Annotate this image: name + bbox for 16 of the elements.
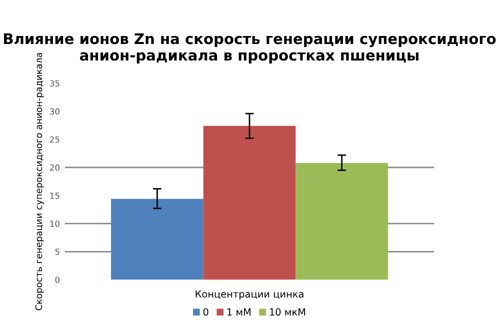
y-axis-title: Скорость генерации супероксидного анион-радикала [35,53,44,310]
y-tick-label: 10 [50,220,60,227]
bar [203,126,296,280]
y-tick-label: 30 [50,108,60,115]
y-tick-label: 20 [50,164,60,171]
bar [111,198,204,280]
y-tick-label: 5 [55,248,60,255]
y-tick-label: 0 [55,276,60,284]
x-axis-title: Концентрации цинка [196,290,304,300]
legend-label: 0 [203,308,208,316]
bar [296,162,388,280]
y-tick-label: 35 [50,80,60,87]
y-tick-label: 25 [50,136,60,143]
y-tick-label: 15 [50,192,60,199]
legend-label: 1 мМ [227,308,250,316]
legend-label: 10 мкМ [270,308,306,316]
